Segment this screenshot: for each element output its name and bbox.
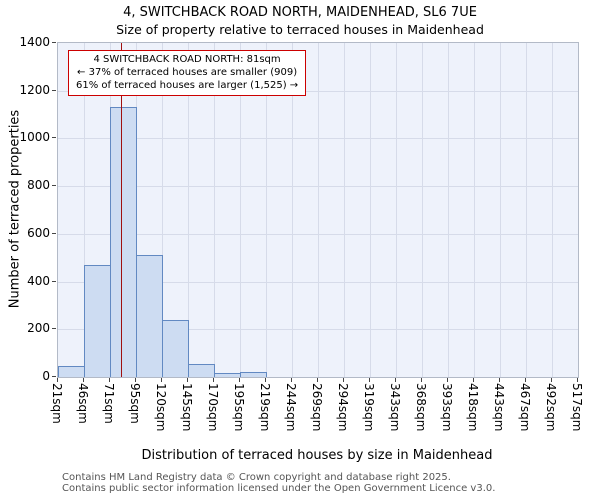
x-tick-mark xyxy=(213,378,214,382)
x-tick-label: 343sqm xyxy=(388,383,402,432)
grid-line-v xyxy=(448,43,449,377)
grid-line-v xyxy=(526,43,527,377)
y-tick-label: 800 xyxy=(27,178,50,193)
x-tick-label: 319sqm xyxy=(362,383,376,432)
x-tick-label: 120sqm xyxy=(154,383,168,432)
annotation-line-2: ← 37% of terraced houses are smaller (90… xyxy=(77,67,298,79)
x-tick-label: 418sqm xyxy=(466,383,480,432)
y-tick-mark xyxy=(52,280,56,282)
chart-subtitle: Size of property relative to terraced ho… xyxy=(116,22,484,37)
x-tick-label: 368sqm xyxy=(414,383,428,432)
chart-title: 4, SWITCHBACK ROAD NORTH, MAIDENHEAD, SL… xyxy=(123,5,477,20)
x-tick-label: 145sqm xyxy=(180,383,194,432)
x-tick-mark xyxy=(551,378,552,382)
y-tick-mark xyxy=(52,137,56,139)
annotation-box: 4 SWITCHBACK ROAD NORTH: 81sqm ← 37% of … xyxy=(68,50,307,96)
grid-line-v xyxy=(162,43,163,377)
histogram-bar xyxy=(58,366,85,377)
x-tick-mark xyxy=(343,378,344,382)
y-tick-mark xyxy=(52,232,56,234)
grid-line-v xyxy=(396,43,397,377)
histogram-bar xyxy=(84,264,111,377)
x-tick-label: 95sqm xyxy=(128,383,142,424)
x-tick-label: 467sqm xyxy=(518,383,532,432)
annotation-line-1: 4 SWITCHBACK ROAD NORTH: 81sqm xyxy=(93,54,281,65)
grid-line-v xyxy=(370,43,371,377)
x-tick-mark xyxy=(135,378,136,382)
x-tick-mark xyxy=(499,378,500,382)
annotation-line-3: 61% of terraced houses are larger (1,525… xyxy=(76,80,299,92)
x-tick-mark xyxy=(57,378,58,382)
property-marker-line xyxy=(120,43,123,377)
x-tick-label: 244sqm xyxy=(284,383,298,432)
x-tick-label: 393sqm xyxy=(440,383,454,432)
histogram-bar xyxy=(188,363,215,377)
histogram-bar xyxy=(240,372,267,377)
x-tick-label: 269sqm xyxy=(310,383,324,432)
x-tick-mark xyxy=(109,378,110,382)
grid-line-v xyxy=(84,43,85,377)
grid-line-v xyxy=(318,43,319,377)
y-tick-mark xyxy=(52,376,56,377)
y-tick-label: 400 xyxy=(27,273,50,288)
histogram-bar xyxy=(162,319,189,377)
grid-line-v xyxy=(552,43,553,377)
x-tick-mark xyxy=(473,378,474,382)
x-tick-label: 219sqm xyxy=(258,383,272,432)
y-tick-mark xyxy=(52,89,56,91)
grid-line-v xyxy=(344,43,345,377)
x-tick-mark xyxy=(395,378,396,382)
x-tick-mark xyxy=(265,378,266,382)
y-tick-mark xyxy=(52,42,56,43)
grid-line-v xyxy=(240,43,241,377)
grid-line-v xyxy=(500,43,501,377)
y-tick-label: 600 xyxy=(27,225,50,240)
histogram-bar xyxy=(214,373,241,377)
grid-line-v xyxy=(422,43,423,377)
grid-line-v xyxy=(214,43,215,377)
x-tick-label: 71sqm xyxy=(102,383,116,424)
x-tick-label: 294sqm xyxy=(336,383,350,432)
x-tick-mark xyxy=(291,378,292,382)
x-tick-mark xyxy=(421,378,422,382)
x-tick-mark xyxy=(525,378,526,382)
x-tick-label: 46sqm xyxy=(76,383,90,424)
grid-line-v xyxy=(266,43,267,377)
y-tick-mark xyxy=(52,185,56,187)
x-tick-mark xyxy=(187,378,188,382)
plot-area xyxy=(57,42,579,378)
y-tick-label: 1200 xyxy=(19,82,50,97)
y-tick-label: 1400 xyxy=(19,35,50,49)
x-tick-mark xyxy=(317,378,318,382)
footer-line-2: Contains public sector information licen… xyxy=(62,483,496,494)
x-tick-label: 443sqm xyxy=(492,383,506,432)
y-tick-label: 0 xyxy=(42,369,50,383)
grid-line-v xyxy=(188,43,189,377)
y-tick-label: 1000 xyxy=(19,130,50,145)
y-tick-mark xyxy=(52,328,56,330)
y-tick-label: 200 xyxy=(27,321,50,336)
x-tick-mark xyxy=(447,378,448,382)
histogram-bar xyxy=(136,255,163,377)
footer-line-1: Contains HM Land Registry data © Crown c… xyxy=(62,472,451,483)
grid-line-v xyxy=(292,43,293,377)
x-tick-label: 195sqm xyxy=(232,383,246,432)
x-tick-mark xyxy=(161,378,162,382)
grid-line-v xyxy=(474,43,475,377)
x-tick-label: 492sqm xyxy=(544,383,558,432)
x-tick-mark xyxy=(577,378,578,382)
x-tick-mark xyxy=(83,378,84,382)
x-tick-label: 170sqm xyxy=(206,383,220,432)
x-tick-mark xyxy=(239,378,240,382)
x-axis-label: Distribution of terraced houses by size … xyxy=(141,448,493,463)
x-tick-label: 21sqm xyxy=(50,383,64,424)
x-tick-mark xyxy=(369,378,370,382)
x-tick-label: 517sqm xyxy=(570,383,584,432)
histogram-bar xyxy=(110,107,137,377)
